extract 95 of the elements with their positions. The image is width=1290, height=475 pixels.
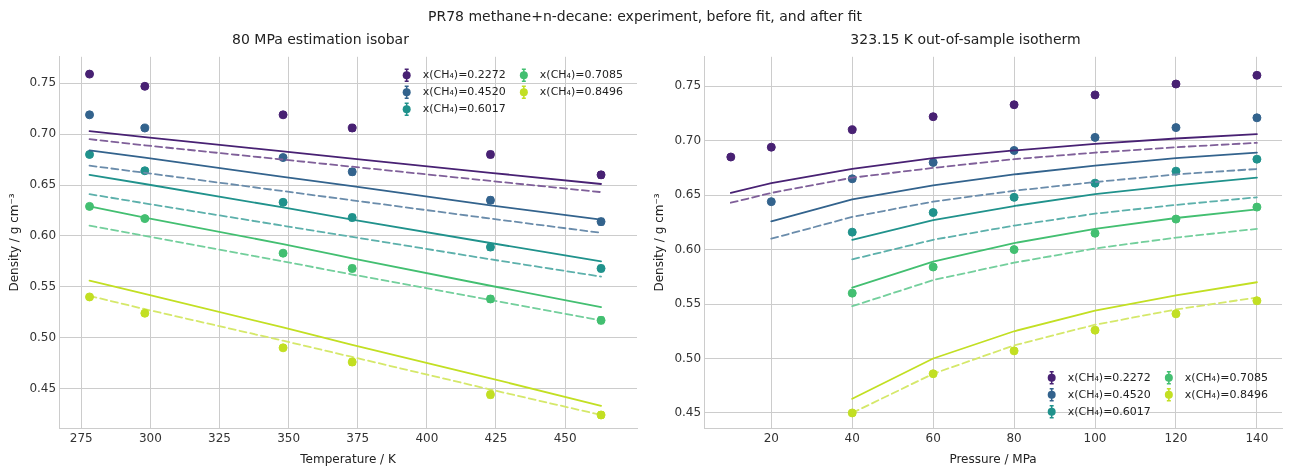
x-tick-label: 40: [844, 430, 860, 445]
y-tick-label: 0.55: [29, 278, 57, 293]
legend-label: x(CH₄)=0.6017: [1067, 404, 1151, 418]
point: [1009, 192, 1019, 202]
point: [847, 288, 857, 298]
line-series: [770, 168, 1258, 240]
point: [85, 292, 95, 302]
y-tick-label: 0.60: [674, 241, 702, 256]
chart-title: 323.15 K out-of-sample isotherm: [850, 31, 1081, 48]
point: [1009, 100, 1019, 110]
point: [1171, 79, 1181, 89]
legend-label: x(CH₄)=0.2272: [422, 68, 506, 82]
text: PR78 methane+n-decane: experiment, before fit, and after fit: [427, 7, 863, 26]
point: [1252, 296, 1262, 306]
point: [1090, 228, 1100, 238]
point: [140, 123, 150, 133]
point: [85, 149, 95, 159]
legend-label: x(CH₄)=0.4520: [1067, 387, 1151, 401]
x-tick-label: 300: [138, 430, 162, 445]
x-tick-label: 60: [925, 430, 941, 445]
point: [1009, 245, 1019, 255]
x-tick-label: 20: [763, 430, 779, 445]
point: [1090, 325, 1100, 335]
point: [766, 197, 776, 207]
y-tick-label: 0.50: [674, 350, 702, 365]
point: [847, 408, 857, 418]
x-tick-label: 120: [1164, 430, 1188, 445]
y-tick-label: 0.50: [29, 329, 57, 344]
x-tick-label: 400: [415, 430, 439, 445]
point: [928, 369, 938, 379]
line-series: [88, 193, 602, 278]
chart-title: 80 MPa estimation isobar: [232, 31, 410, 48]
line-series: [851, 227, 1258, 308]
x-tick-label: 140: [1245, 430, 1269, 445]
point: [847, 227, 857, 237]
y-tick-label: 0.70: [674, 132, 702, 147]
y-tick-label: 0.75: [674, 78, 702, 93]
point: [1171, 309, 1181, 319]
point: [847, 125, 857, 135]
x-tick-label: 350: [277, 430, 301, 445]
line-series: [88, 164, 602, 234]
point: [928, 112, 938, 122]
line-series: [729, 141, 1258, 204]
x-axis-title: Pressure / MPa: [949, 451, 1037, 466]
y-axis-title: Density / g cm⁻³: [652, 193, 667, 292]
y-tick-label: 0.70: [29, 126, 57, 141]
legend-label: x(CH₄)=0.8496: [1184, 387, 1269, 401]
point: [1009, 346, 1019, 356]
x-tick-label: 80: [1006, 430, 1022, 445]
point: [726, 152, 736, 162]
legend-label: x(CH₄)=0.7085: [539, 68, 624, 82]
point: [278, 110, 288, 120]
y-tick-label: 0.65: [674, 187, 702, 202]
point: [928, 262, 938, 272]
point: [766, 142, 776, 152]
point: [1090, 90, 1100, 100]
y-tick-label: 0.65: [29, 177, 57, 192]
point: [140, 81, 150, 91]
y-tick-label: 0.55: [674, 296, 702, 311]
line-series: [88, 138, 602, 194]
x-tick-label: 450: [553, 430, 577, 445]
x-tick-label: 325: [208, 430, 231, 445]
point: [928, 157, 938, 167]
y-tick-label: 0.45: [29, 380, 57, 395]
x-tick-label: 275: [69, 430, 93, 445]
legend-label: x(CH₄)=0.4520: [422, 85, 506, 99]
y-tick-label: 0.45: [674, 405, 702, 420]
y-tick-label: 0.60: [29, 228, 57, 243]
point: [1252, 113, 1262, 123]
point: [1090, 132, 1100, 142]
x-tick-label: 375: [346, 430, 370, 445]
point: [85, 110, 95, 120]
point: [1171, 214, 1181, 224]
legend-label: x(CH₄)=0.2272: [1067, 370, 1151, 384]
point: [278, 197, 288, 207]
x-axis-title: Temperature / K: [299, 451, 397, 466]
x-tick-label: 425: [484, 430, 508, 445]
line-series: [851, 196, 1258, 261]
point: [1171, 123, 1181, 133]
x-tick-label: 100: [1083, 430, 1107, 445]
point: [1252, 202, 1262, 212]
point: [278, 248, 288, 258]
point: [140, 308, 150, 318]
point: [85, 69, 95, 79]
point: [278, 343, 288, 353]
legend-label: x(CH₄)=0.7085: [1184, 370, 1269, 384]
legend-label: x(CH₄)=0.8496: [539, 85, 624, 99]
point: [1252, 154, 1262, 164]
y-tick-label: 0.75: [29, 75, 57, 90]
point: [928, 208, 938, 218]
point: [140, 214, 150, 224]
point: [1252, 70, 1262, 80]
point: [85, 201, 95, 211]
y-axis-title: Density / g cm⁻³: [7, 193, 22, 292]
legend-label: x(CH₄)=0.6017: [422, 102, 506, 116]
